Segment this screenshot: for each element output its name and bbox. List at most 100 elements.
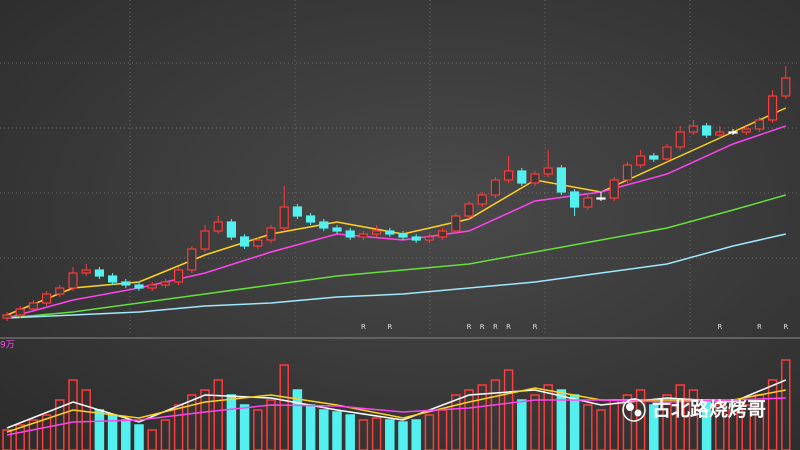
candle-body: [279, 206, 289, 229]
volume-bar: [649, 404, 659, 450]
volume-bar: [477, 384, 487, 450]
candle-body: [160, 281, 170, 286]
r-marker: R: [783, 323, 788, 331]
volume-bar: [371, 417, 382, 450]
volume-bar: [503, 369, 514, 450]
candle-body: [556, 167, 567, 193]
volume-bar: [569, 394, 580, 450]
candle-body: [28, 302, 38, 310]
volume-ma-line: [6, 397, 786, 436]
volume-bar: [424, 414, 435, 450]
watermark-text: 古北路烧烤哥: [652, 398, 766, 421]
candle-body: [385, 230, 395, 235]
volume-bar: [134, 424, 144, 450]
candle-body: [767, 95, 778, 121]
r-marker: R: [717, 323, 722, 331]
volume-bar: [715, 404, 725, 450]
volume-bar: [160, 419, 171, 450]
candle-body: [68, 272, 78, 289]
candle-body: [517, 170, 527, 184]
volume-bar: [662, 394, 672, 450]
candle-body: [464, 203, 474, 217]
candle-body: [662, 146, 672, 160]
candle-body: [411, 236, 421, 241]
volume-bar: [332, 411, 342, 450]
candle-body: [609, 179, 619, 199]
volume-bar: [675, 384, 685, 450]
candle-body: [41, 293, 52, 304]
candle-body: [134, 284, 144, 289]
wechat-icon-dot: [626, 403, 634, 411]
volume-bar: [121, 419, 131, 450]
candle-body: [319, 221, 329, 229]
volume-bar: [358, 419, 369, 450]
volume-bar: [226, 394, 237, 450]
volume-bar: [464, 389, 474, 450]
volume-bar: [266, 399, 276, 450]
volume-bar: [530, 394, 540, 450]
volume-bar: [239, 404, 250, 450]
candle-body: [187, 248, 197, 271]
candle-body: [424, 236, 434, 241]
candle-body: [596, 197, 606, 200]
candle-body: [372, 230, 382, 235]
r-marker: R: [480, 323, 485, 331]
candle-body: [240, 236, 250, 247]
wechat-icon-dot: [634, 409, 642, 417]
candle-body: [266, 227, 276, 241]
volume-bar: [517, 399, 527, 450]
volume-ma-line: [6, 379, 787, 429]
volume-bar: [490, 379, 501, 450]
candle-body: [438, 230, 448, 238]
volume-bar: [741, 404, 751, 450]
volume-bar: [398, 421, 408, 450]
volume-bar: [15, 424, 25, 450]
volume-bar: [94, 409, 105, 450]
volume-bar: [68, 379, 78, 450]
candle-body: [701, 125, 712, 136]
volume-bar: [41, 414, 52, 450]
candle-body: [543, 167, 553, 175]
candle-body: [451, 215, 461, 232]
volume-bar: [728, 409, 738, 450]
volume-bar: [2, 429, 12, 450]
r-marker: R: [467, 323, 472, 331]
volume-bar: [688, 389, 699, 450]
r-marker: R: [361, 323, 366, 331]
candle-body: [332, 227, 342, 232]
candle-body: [15, 308, 25, 316]
candle-body: [675, 131, 685, 148]
volume-ma-line: [6, 387, 786, 433]
volume-bar: [292, 389, 303, 450]
volume-bar: [543, 384, 553, 450]
candle-body: [728, 131, 738, 134]
volume-bar: [81, 389, 91, 450]
candle-body: [754, 119, 765, 130]
ma-line: [6, 233, 786, 319]
candle-body: [253, 239, 263, 247]
candle-body: [358, 233, 368, 238]
volume-bar: [411, 419, 421, 450]
volume-bar: [583, 404, 593, 450]
candle-body: [2, 314, 12, 319]
candle-body: [741, 128, 751, 133]
wechat-icon: [622, 398, 646, 422]
volume-bar: [781, 359, 791, 450]
r-marker: R: [506, 323, 511, 331]
volume-bar: [305, 404, 316, 450]
candle-body: [635, 155, 646, 166]
ma-line: [6, 194, 787, 319]
volume-bar: [556, 389, 567, 450]
candle-body: [345, 230, 355, 238]
r-marker: R: [533, 323, 538, 331]
candle-body: [81, 269, 91, 274]
candle-body: [504, 170, 514, 181]
candle-body: [292, 206, 302, 217]
volume-bar: [200, 389, 210, 450]
candle-body: [147, 284, 157, 289]
volume-unit: 9万: [0, 341, 15, 351]
volume-bar: [253, 409, 263, 450]
volume-bar: [345, 414, 355, 450]
candle-body: [213, 221, 223, 232]
